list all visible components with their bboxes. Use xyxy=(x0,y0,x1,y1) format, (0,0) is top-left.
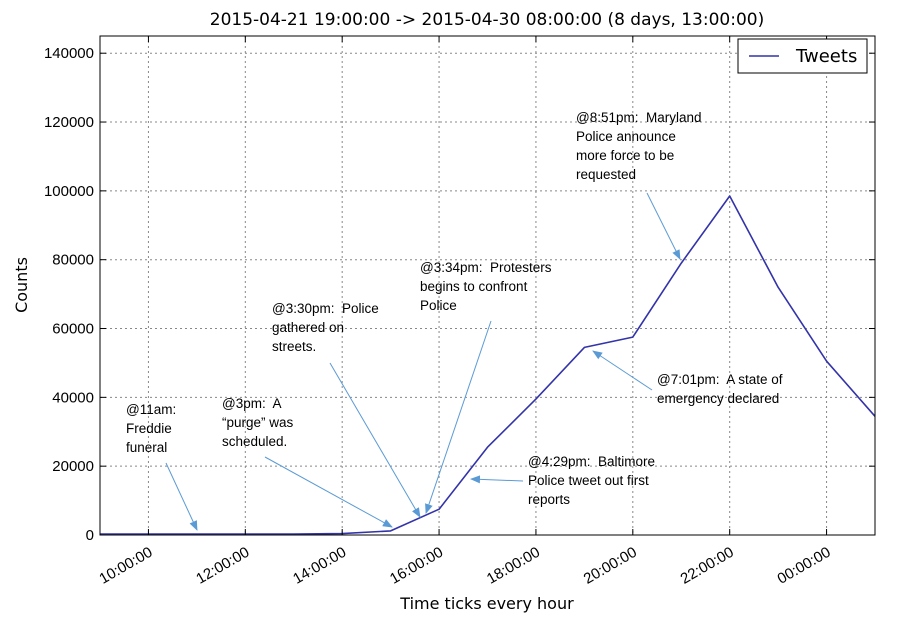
annotation-text: @3:30pm: Police gathered on streets. xyxy=(272,301,379,354)
annotation-line: Police announce xyxy=(576,129,676,144)
x-tick-label: 22:00:00 xyxy=(678,544,737,588)
y-tick-label: 20000 xyxy=(52,458,94,475)
chart-title: 2015-04-21 19:00:00 -> 2015-04-30 08:00:… xyxy=(210,10,764,30)
annotation-line: emergency declared xyxy=(657,391,779,406)
annotation-line: Police tweet out first xyxy=(528,473,649,488)
ticks: 0 20000 40000 60000 80000 100000 120000 140000 1… xyxy=(44,36,875,588)
y-tick-label: 120000 xyxy=(44,114,94,131)
annotation-line: Police xyxy=(420,298,457,313)
annotation-line: gathered on xyxy=(272,320,344,335)
annotation-line: funeral xyxy=(126,440,167,455)
y-tick-label: 60000 xyxy=(52,321,94,338)
annotation-text: @11am: Freddie funeral xyxy=(126,402,176,455)
annotation-text: @3pm: A “purge” was scheduled. xyxy=(222,396,294,449)
y-axis-label: Counts xyxy=(12,257,31,313)
annotation-line: streets. xyxy=(272,339,316,354)
annotation-line: @3:30pm: Police xyxy=(272,301,379,316)
x-tick-label: 16:00:00 xyxy=(387,544,446,588)
x-tick-label: 12:00:00 xyxy=(193,544,252,588)
x-tick-label: 00:00:00 xyxy=(774,544,833,588)
annotation-arrow xyxy=(592,350,653,391)
annotation-text: @8:51pm: Maryland Police announce more for… xyxy=(576,110,702,182)
legend-label-tweets: Tweets xyxy=(795,46,857,67)
annotation-line: @8:51pm: Maryland xyxy=(576,110,702,125)
annotation-line: @7:01pm: A state of xyxy=(657,372,783,387)
annotation-arrow xyxy=(425,320,492,514)
y-tick-label: 140000 xyxy=(44,45,94,62)
annotation-text: @3:34pm: Protesters begins to confront Pol… xyxy=(420,260,552,313)
annotation-arrow xyxy=(470,475,524,484)
legend: Tweets xyxy=(737,38,868,74)
annotation-line: scheduled. xyxy=(222,434,287,449)
x-axis-label: Time ticks every hour xyxy=(399,594,574,613)
annotation-line: requested xyxy=(576,167,636,182)
series-layer xyxy=(100,195,876,535)
plot-frame xyxy=(99,35,876,536)
annotation-line: @3:34pm: Protesters xyxy=(420,260,552,275)
annotation-line: “purge” was xyxy=(222,415,294,430)
x-tick-label: 10:00:00 xyxy=(96,544,155,588)
x-tick-label: 14:00:00 xyxy=(290,544,349,588)
annotations: @11am: Freddie funeral @3pm: A “purge” was sc… xyxy=(126,110,783,531)
x-tick-label: 20:00:00 xyxy=(581,544,640,588)
x-tick-label: 18:00:00 xyxy=(484,544,543,588)
annotation-line: @4:29pm: Baltimore xyxy=(528,454,655,469)
annotation-arrow xyxy=(329,362,421,518)
annotation-line: more force to be xyxy=(576,148,674,163)
series-line-tweets xyxy=(100,195,876,535)
annotation-line: begins to confront xyxy=(420,279,528,294)
annotation-text: @4:29pm: Baltimore Police tweet out first… xyxy=(528,454,655,507)
annotation-arrow xyxy=(646,192,681,260)
y-tick-label: 100000 xyxy=(44,183,94,200)
annotation-line: reports xyxy=(528,492,570,507)
annotation-line: @3pm: A xyxy=(222,396,281,411)
annotation-text: @7:01pm: A state of emergency declared xyxy=(657,372,783,406)
annotation-line: @11am: xyxy=(126,402,176,417)
annotation-arrow xyxy=(264,456,393,528)
y-tick-label: 80000 xyxy=(52,252,94,269)
y-tick-label: 0 xyxy=(86,527,94,544)
annotation-arrow xyxy=(165,462,198,531)
annotation-line: Freddie xyxy=(126,421,172,436)
y-tick-label: 40000 xyxy=(52,389,94,406)
